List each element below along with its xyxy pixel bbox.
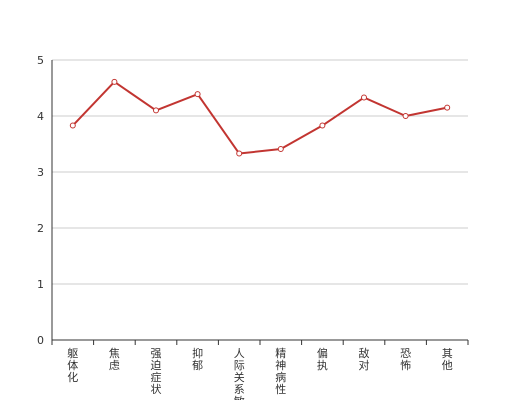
y-tick-label: 3 [37,166,44,179]
x-tick-label: 敌对 [359,346,370,372]
data-point[interactable] [236,150,243,157]
y-tick-label: 0 [37,334,44,347]
series-line [72,80,448,155]
y-tick-label: 2 [37,222,44,235]
data-point[interactable] [319,122,326,129]
x-tick-label: 躯体化 [67,347,78,384]
series-layer [69,78,451,157]
y-tick-label: 5 [37,54,44,67]
y-tick-label: 1 [37,278,44,291]
data-point[interactable] [69,122,76,129]
y-tick-labels: 0 1 2 3 4 5 [37,54,44,347]
x-tick-label: 人际关系敏感 [234,347,245,400]
x-tick-labels: 躯体化 焦虑 强迫症状 抑郁 人际关系敏感 精神病性 偏执 敌对 恐怖 其他 [67,346,452,400]
data-point[interactable] [111,78,118,85]
x-tick-label: 其他 [442,347,453,372]
x-tick-label: 精神病性 [275,347,286,396]
data-point[interactable] [153,107,159,114]
x-tick-label: 焦虑 [109,347,120,372]
x-tick-label: 恐怖 [400,347,411,372]
grid-lines [52,59,468,285]
axes [51,60,469,345]
data-point[interactable] [444,104,451,111]
x-tick-label: 抑郁 [192,346,203,372]
x-tick-label: 强迫症状 [151,347,162,396]
y-tick-label: 4 [37,110,44,123]
data-point[interactable] [361,94,367,101]
data-point[interactable] [194,91,201,98]
data-point[interactable] [402,113,409,119]
data-point[interactable] [277,146,284,153]
x-tick-label: 偏执 [317,346,328,372]
